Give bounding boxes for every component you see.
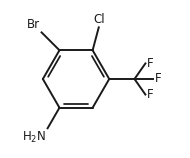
Text: Cl: Cl <box>93 13 104 26</box>
Text: H$_2$N: H$_2$N <box>22 130 46 145</box>
Text: Br: Br <box>27 18 40 31</box>
Text: F: F <box>147 88 154 101</box>
Text: F: F <box>147 57 154 70</box>
Text: F: F <box>155 73 162 85</box>
